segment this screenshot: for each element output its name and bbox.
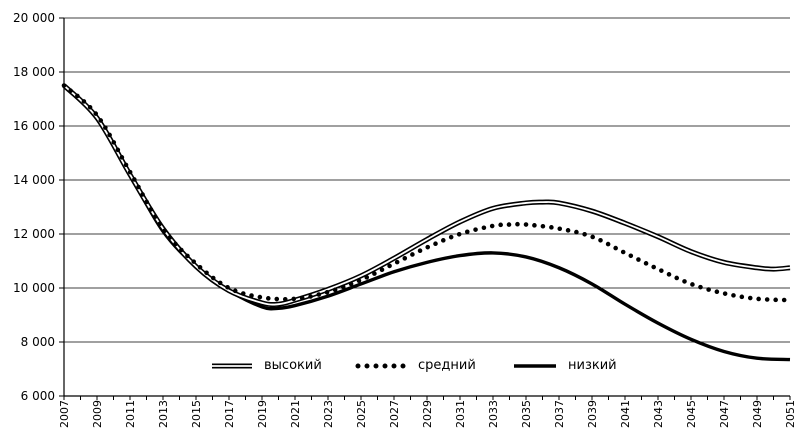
x-tick-label: 2029 (421, 400, 434, 428)
y-tick-label: 12 000 (13, 227, 55, 241)
x-tick-label: 2015 (190, 400, 203, 428)
y-tick-label: 6 000 (21, 389, 55, 403)
x-tick-label: 2047 (718, 400, 731, 428)
series-line-low (62, 84, 791, 362)
x-tick-label: 2037 (553, 400, 566, 428)
y-axis-ticks: 6 000 8 000 10 000 12 000 14 000 16 000 18 000… (13, 11, 64, 403)
x-tick-label: 2025 (355, 400, 368, 428)
y-tick-label: 8 000 (21, 335, 55, 349)
x-tick-label: 2043 (652, 400, 665, 428)
legend-item-medium: средний (355, 358, 476, 373)
x-tick-label: 2035 (520, 400, 533, 428)
x-tick-label: 2009 (91, 400, 104, 428)
x-tick-label: 2045 (685, 400, 698, 428)
legend-item-low: низкий (514, 358, 617, 373)
x-axis-ticks: 2007 2009 2011 2013 2015 2017 2019 2021 2023 2025… (58, 396, 794, 428)
series-line-high (62, 83, 791, 308)
x-tick-label: 2019 (256, 400, 269, 428)
x-tick-label: 2033 (487, 400, 500, 428)
x-tick-label: 2041 (619, 400, 632, 428)
x-tick-label: 2027 (388, 400, 401, 428)
x-tick-label: 2031 (454, 400, 467, 428)
axes (63, 18, 790, 397)
x-tick-label: 2007 (58, 400, 71, 428)
legend-item-high: высокий (212, 358, 322, 373)
x-tick-label: 2011 (124, 400, 137, 428)
x-tick-label: 2013 (157, 400, 170, 428)
y-tick-label: 16 000 (13, 119, 55, 133)
series-line-high-inner (63, 84, 791, 306)
series-line-medium (61, 83, 793, 303)
legend-label-medium: средний (418, 358, 476, 373)
y-tick-label: 18 000 (13, 65, 55, 79)
y-tick-label: 10 000 (13, 281, 55, 295)
y-tick-label: 14 000 (13, 173, 55, 187)
x-tick-label: 2049 (751, 400, 764, 428)
x-tick-label: 2039 (586, 400, 599, 428)
series-lines (61, 83, 793, 362)
x-tick-label: 2051 (784, 400, 794, 428)
x-tick-label: 2023 (322, 400, 335, 428)
y-tick-label: 20 000 (13, 11, 55, 25)
legend-label-high: высокий (264, 358, 322, 373)
grid-lines (64, 17, 790, 397)
x-tick-label: 2021 (289, 400, 302, 428)
legend: высокий средний низкий (212, 358, 617, 373)
legend-label-low: низкий (568, 358, 617, 373)
x-tick-label: 2017 (223, 400, 236, 428)
